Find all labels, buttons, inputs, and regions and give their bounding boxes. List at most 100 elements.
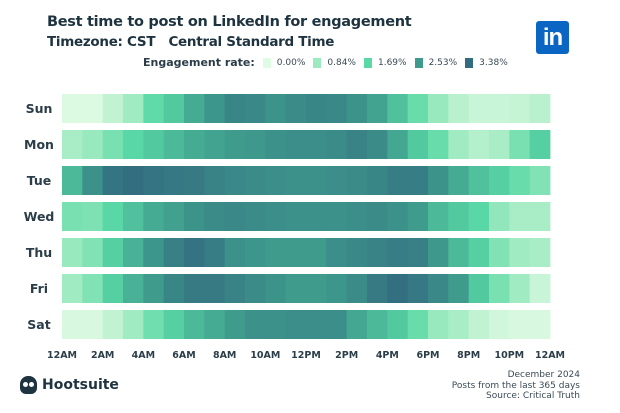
legend-item-label: 0.84%	[327, 57, 356, 68]
heatmap-cell	[204, 238, 226, 267]
owl-icon	[20, 376, 37, 394]
heatmap-cell	[265, 94, 287, 123]
heatmap-cell	[489, 166, 510, 195]
x-tick-label: 10AM	[250, 350, 280, 361]
heatmap-cell	[123, 238, 144, 267]
heatmap-cell	[407, 130, 429, 159]
heatmap-cell	[265, 310, 287, 339]
heatmap-cell	[367, 202, 388, 231]
legend-item: 2.53%	[414, 57, 458, 68]
heatmap-cell	[224, 238, 246, 267]
footer-source: Source: Critical Truth	[486, 391, 580, 401]
legend-item: 1.69%	[363, 57, 407, 68]
heatmap-cell	[82, 166, 104, 195]
heatmap-cell	[428, 130, 449, 159]
legend-swatch	[262, 57, 271, 68]
heatmap-cell	[265, 130, 287, 159]
heatmap-cell	[489, 310, 510, 339]
heatmap-cell	[428, 166, 449, 195]
heatmap-cell	[82, 310, 104, 339]
legend-item-label: 2.53%	[428, 57, 458, 68]
chart-subtitle: Timezone: CST Central Standard Time	[47, 34, 335, 50]
heatmap-cell	[143, 94, 165, 123]
heatmap-cell	[224, 274, 246, 303]
heatmap-cell	[184, 238, 205, 267]
heatmap-cell	[407, 202, 429, 231]
heatmap-cell	[62, 130, 83, 159]
heatmap-cell	[285, 202, 307, 231]
heatmap-cell	[245, 94, 266, 123]
heatmap-cell	[326, 274, 348, 303]
heatmap-cell	[224, 166, 246, 195]
heatmap-cell	[529, 130, 551, 159]
heatmap-cell	[509, 130, 531, 159]
chart-title: Best time to post on LinkedIn for engage…	[47, 14, 412, 30]
heatmap-cell	[102, 94, 124, 123]
heatmap-cell	[224, 310, 246, 339]
heatmap-cell	[346, 238, 368, 267]
heatmap-cell	[285, 166, 307, 195]
heatmap-cell	[448, 310, 470, 339]
heatmap-cell	[143, 274, 165, 303]
heatmap-cell	[143, 238, 165, 267]
heatmap-cell	[184, 274, 205, 303]
heatmap-cell	[245, 130, 266, 159]
heatmap-cell	[204, 202, 226, 231]
legend-item: 0.00%	[262, 57, 305, 68]
heatmap-cell	[367, 130, 388, 159]
heatmap-cell	[428, 274, 449, 303]
heatmap-cell	[306, 202, 327, 231]
heatmap-cell	[143, 166, 165, 195]
heatmap-cell	[529, 310, 551, 339]
x-tick-label: 6PM	[416, 350, 439, 361]
heatmap-cell	[509, 202, 531, 231]
heatmap-cell	[102, 310, 124, 339]
heatmap-cell	[265, 274, 287, 303]
heatmap-cell	[529, 274, 551, 303]
heatmap-cell	[489, 274, 510, 303]
heatmap-cell	[123, 202, 144, 231]
heatmap-cell	[489, 202, 510, 231]
heatmap-cell	[509, 166, 531, 195]
heatmap-cell	[62, 238, 83, 267]
heatmap-cell	[102, 274, 124, 303]
heatmap-cell	[265, 202, 287, 231]
heatmap-cell	[468, 94, 490, 123]
x-tick-label: 4AM	[132, 350, 155, 361]
heatmap-cell	[143, 310, 165, 339]
heatmap-cell	[245, 202, 266, 231]
heatmap-cell	[468, 238, 490, 267]
heatmap-cell	[367, 166, 388, 195]
heatmap-cell	[428, 238, 449, 267]
heatmap-cell	[407, 166, 429, 195]
heatmap-cell	[448, 274, 470, 303]
heatmap-cell	[468, 310, 490, 339]
heatmap-cell	[326, 238, 348, 267]
heatmap-cell	[62, 202, 83, 231]
heatmap-cell	[387, 202, 409, 231]
heatmap-cell	[143, 130, 165, 159]
heatmap-cell	[102, 166, 124, 195]
heatmap-cell	[163, 130, 185, 159]
heatmap-cell	[204, 94, 226, 123]
heatmap-cell	[509, 274, 531, 303]
heatmap-cell	[509, 310, 531, 339]
heatmap-cell	[82, 130, 104, 159]
x-tick-label: 2PM	[335, 350, 358, 361]
footer-period: Posts from the last 365 days	[451, 380, 580, 391]
heatmap-cell	[387, 274, 409, 303]
legend-item: 0.84%	[313, 57, 356, 68]
heatmap-cell	[387, 130, 409, 159]
heatmap-cell	[143, 202, 165, 231]
heatmap-cell	[367, 310, 388, 339]
heatmap-cell	[163, 310, 185, 339]
heatmap-cell	[326, 202, 348, 231]
heatmap-cell	[123, 94, 144, 123]
legend-swatch	[313, 57, 322, 68]
heatmap-cell	[204, 310, 226, 339]
legend-item: 3.38%	[465, 57, 508, 68]
heatmap-cell	[123, 274, 144, 303]
heatmap-cell	[306, 130, 327, 159]
